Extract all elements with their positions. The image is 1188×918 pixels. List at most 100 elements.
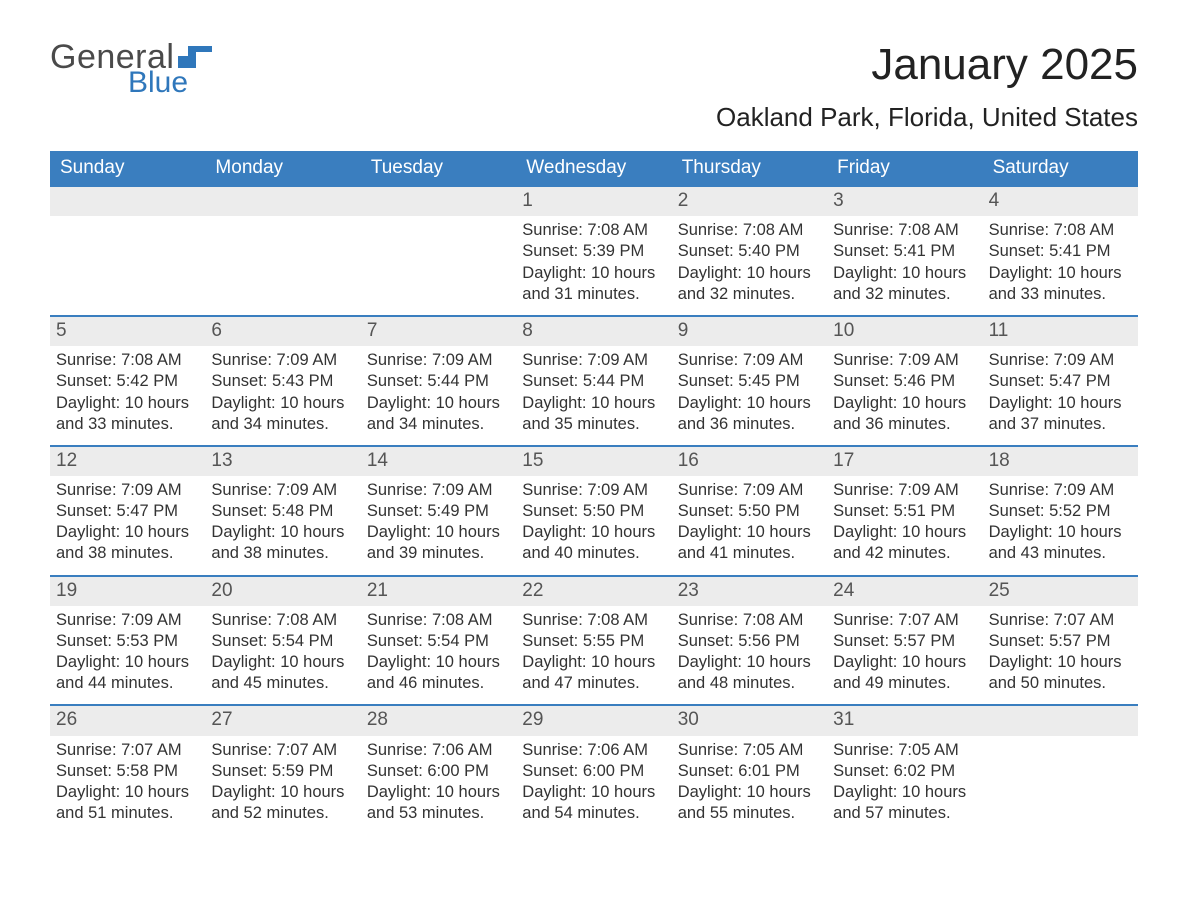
sunset-line: Sunset: 5:44 PM [522, 371, 665, 392]
sunset-line: Sunset: 6:02 PM [833, 761, 976, 782]
daylight-line-2: and 48 minutes. [678, 673, 821, 694]
calendar: SundayMondayTuesdayWednesdayThursdayFrid… [50, 151, 1138, 834]
day-cell: 6Sunrise: 7:09 AMSunset: 5:43 PMDaylight… [205, 317, 360, 445]
daylight-line-1: Daylight: 10 hours [367, 522, 510, 543]
day-cell: 23Sunrise: 7:08 AMSunset: 5:56 PMDayligh… [672, 577, 827, 705]
dow-friday: Friday [827, 151, 982, 187]
sunrise-line: Sunrise: 7:08 AM [211, 610, 354, 631]
day-cell: 7Sunrise: 7:09 AMSunset: 5:44 PMDaylight… [361, 317, 516, 445]
daylight-line-2: and 50 minutes. [989, 673, 1132, 694]
day-number: 30 [672, 706, 827, 735]
dow-saturday: Saturday [983, 151, 1138, 187]
sunrise-line: Sunrise: 7:09 AM [211, 480, 354, 501]
daylight-line-2: and 57 minutes. [833, 803, 976, 824]
sunrise-line: Sunrise: 7:09 AM [522, 350, 665, 371]
daylight-line-2: and 38 minutes. [211, 543, 354, 564]
daylight-line-1: Daylight: 10 hours [211, 393, 354, 414]
sunset-line: Sunset: 5:46 PM [833, 371, 976, 392]
daylight-line-1: Daylight: 10 hours [989, 263, 1132, 284]
sunrise-line: Sunrise: 7:07 AM [211, 740, 354, 761]
day-cell: 13Sunrise: 7:09 AMSunset: 5:48 PMDayligh… [205, 447, 360, 575]
sunrise-line: Sunrise: 7:08 AM [522, 610, 665, 631]
day-number [361, 187, 516, 216]
week-row: 26Sunrise: 7:07 AMSunset: 5:58 PMDayligh… [50, 704, 1138, 834]
sunrise-line: Sunrise: 7:09 AM [56, 610, 199, 631]
day-cell: 2Sunrise: 7:08 AMSunset: 5:40 PMDaylight… [672, 187, 827, 315]
sunset-line: Sunset: 5:52 PM [989, 501, 1132, 522]
day-cell: 31Sunrise: 7:05 AMSunset: 6:02 PMDayligh… [827, 706, 982, 834]
day-cell: 10Sunrise: 7:09 AMSunset: 5:46 PMDayligh… [827, 317, 982, 445]
day-number: 10 [827, 317, 982, 346]
weeks-container: 1Sunrise: 7:08 AMSunset: 5:39 PMDaylight… [50, 187, 1138, 834]
daylight-line-1: Daylight: 10 hours [211, 522, 354, 543]
day-number: 22 [516, 577, 671, 606]
day-number [983, 706, 1138, 735]
day-cell: 29Sunrise: 7:06 AMSunset: 6:00 PMDayligh… [516, 706, 671, 834]
daylight-line-2: and 35 minutes. [522, 414, 665, 435]
daylight-line-1: Daylight: 10 hours [989, 652, 1132, 673]
daylight-line-2: and 36 minutes. [678, 414, 821, 435]
daylight-line-2: and 39 minutes. [367, 543, 510, 564]
daylight-line-2: and 53 minutes. [367, 803, 510, 824]
daylight-line-2: and 47 minutes. [522, 673, 665, 694]
day-number: 5 [50, 317, 205, 346]
daylight-line-2: and 36 minutes. [833, 414, 976, 435]
sunrise-line: Sunrise: 7:09 AM [56, 480, 199, 501]
daylight-line-2: and 34 minutes. [211, 414, 354, 435]
sunset-line: Sunset: 5:41 PM [989, 241, 1132, 262]
sunrise-line: Sunrise: 7:09 AM [211, 350, 354, 371]
sunrise-line: Sunrise: 7:08 AM [833, 220, 976, 241]
daylight-line-2: and 51 minutes. [56, 803, 199, 824]
sunrise-line: Sunrise: 7:05 AM [678, 740, 821, 761]
sunrise-line: Sunrise: 7:07 AM [989, 610, 1132, 631]
day-cell: 18Sunrise: 7:09 AMSunset: 5:52 PMDayligh… [983, 447, 1138, 575]
sunset-line: Sunset: 6:00 PM [522, 761, 665, 782]
day-number: 6 [205, 317, 360, 346]
daylight-line-2: and 45 minutes. [211, 673, 354, 694]
daylight-line-2: and 49 minutes. [833, 673, 976, 694]
sunset-line: Sunset: 5:53 PM [56, 631, 199, 652]
day-number: 12 [50, 447, 205, 476]
daylight-line-2: and 44 minutes. [56, 673, 199, 694]
sunset-line: Sunset: 5:57 PM [989, 631, 1132, 652]
daylight-line-1: Daylight: 10 hours [678, 652, 821, 673]
day-number: 24 [827, 577, 982, 606]
daylight-line-2: and 33 minutes. [56, 414, 199, 435]
day-number: 31 [827, 706, 982, 735]
daylight-line-1: Daylight: 10 hours [56, 393, 199, 414]
daylight-line-2: and 40 minutes. [522, 543, 665, 564]
daylight-line-2: and 38 minutes. [56, 543, 199, 564]
sunrise-line: Sunrise: 7:09 AM [989, 480, 1132, 501]
sunrise-line: Sunrise: 7:08 AM [678, 220, 821, 241]
sunset-line: Sunset: 5:50 PM [678, 501, 821, 522]
daylight-line-1: Daylight: 10 hours [56, 782, 199, 803]
day-cell: 30Sunrise: 7:05 AMSunset: 6:01 PMDayligh… [672, 706, 827, 834]
day-number: 8 [516, 317, 671, 346]
sunset-line: Sunset: 5:54 PM [211, 631, 354, 652]
day-cell: 4Sunrise: 7:08 AMSunset: 5:41 PMDaylight… [983, 187, 1138, 315]
week-row: 1Sunrise: 7:08 AMSunset: 5:39 PMDaylight… [50, 187, 1138, 315]
sunset-line: Sunset: 5:47 PM [989, 371, 1132, 392]
daylight-line-1: Daylight: 10 hours [367, 393, 510, 414]
day-number: 4 [983, 187, 1138, 216]
sunset-line: Sunset: 5:59 PM [211, 761, 354, 782]
daylight-line-1: Daylight: 10 hours [522, 652, 665, 673]
sunset-line: Sunset: 5:39 PM [522, 241, 665, 262]
daylight-line-2: and 41 minutes. [678, 543, 821, 564]
day-cell: 14Sunrise: 7:09 AMSunset: 5:49 PMDayligh… [361, 447, 516, 575]
day-number: 21 [361, 577, 516, 606]
sunrise-line: Sunrise: 7:09 AM [522, 480, 665, 501]
daylight-line-2: and 54 minutes. [522, 803, 665, 824]
sunrise-line: Sunrise: 7:09 AM [367, 350, 510, 371]
page: General Blue January 2025 Oakland Park, … [0, 0, 1188, 864]
day-cell: 28Sunrise: 7:06 AMSunset: 6:00 PMDayligh… [361, 706, 516, 834]
sunset-line: Sunset: 5:40 PM [678, 241, 821, 262]
day-cell: 22Sunrise: 7:08 AMSunset: 5:55 PMDayligh… [516, 577, 671, 705]
day-number: 13 [205, 447, 360, 476]
sunset-line: Sunset: 5:56 PM [678, 631, 821, 652]
daylight-line-1: Daylight: 10 hours [522, 782, 665, 803]
sunrise-line: Sunrise: 7:05 AM [833, 740, 976, 761]
day-cell: 15Sunrise: 7:09 AMSunset: 5:50 PMDayligh… [516, 447, 671, 575]
daylight-line-2: and 37 minutes. [989, 414, 1132, 435]
sunrise-line: Sunrise: 7:09 AM [833, 480, 976, 501]
